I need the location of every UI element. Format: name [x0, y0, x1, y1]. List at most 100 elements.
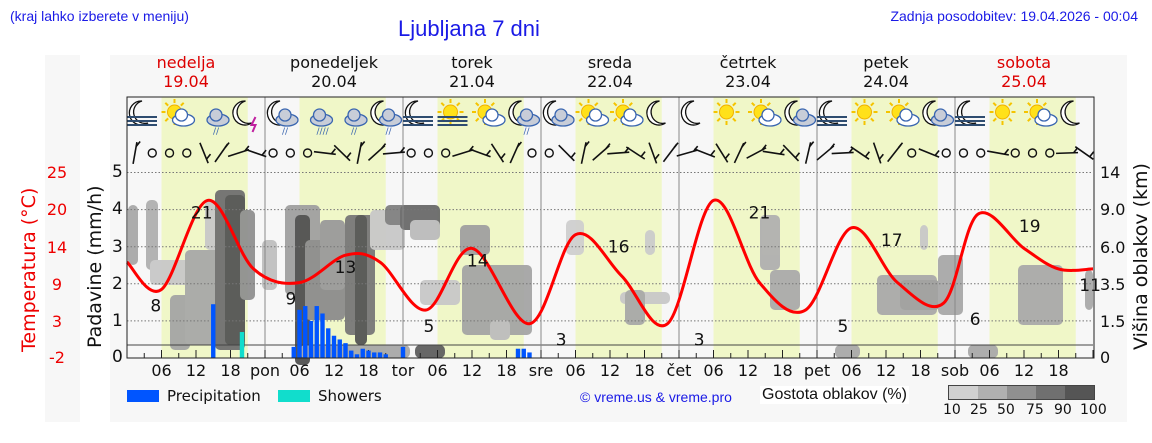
x-tick: pon	[249, 361, 281, 380]
x-tick: čet	[666, 361, 692, 380]
sun-icon	[851, 99, 878, 125]
moon-icon	[646, 100, 666, 126]
x-tick: 18	[910, 361, 931, 380]
cloud-icon	[792, 108, 817, 127]
day-name: torek	[451, 53, 493, 72]
temperature-label: 11	[1079, 276, 1101, 296]
x-tick: 18	[358, 361, 379, 380]
copyright-link[interactable]: © vreme.us & vreme.pro	[580, 389, 732, 405]
temperature-label: 5	[837, 317, 848, 337]
temperature-label: 14	[467, 251, 489, 271]
cloud-height-tick: 3.5	[1100, 275, 1126, 294]
x-tick: 06	[703, 361, 724, 380]
cloud-icon: //	[206, 108, 230, 137]
day-date: 20.04	[311, 72, 357, 91]
moon-icon	[680, 100, 701, 126]
temperature-label: 17	[881, 231, 903, 251]
moon-icon	[1060, 100, 1080, 126]
cloud-height-tick: 6.0	[1100, 238, 1126, 257]
cloud-icon: //	[275, 108, 299, 137]
lightning-icon	[249, 116, 258, 133]
x-tick: 18	[634, 361, 655, 380]
day-label-1: ponedeljek 20.04	[265, 53, 403, 91]
moon-icon	[404, 100, 425, 126]
precipitation-tick: 0	[112, 347, 123, 367]
temperature-label: 3	[556, 331, 567, 351]
x-tick: tor	[391, 361, 415, 380]
day-date: 24.04	[863, 72, 909, 91]
x-tick: 06	[151, 361, 172, 380]
day-name: ponedeljek	[290, 53, 378, 72]
fog-icon	[127, 116, 157, 126]
moon-icon	[128, 100, 149, 126]
density-tick: 25	[970, 402, 988, 418]
x-tick: 12	[599, 361, 621, 380]
temperature-axis-panel	[45, 55, 80, 422]
x-tick: 12	[185, 361, 207, 380]
moon-icon	[232, 100, 252, 126]
density-tick: 90	[1054, 402, 1072, 418]
svg-text:////: ////	[317, 127, 330, 137]
last-update: Zadnja posodobitev: 19.04.2026 - 00:04	[890, 8, 1138, 24]
day-date: 21.04	[449, 72, 495, 91]
day-name: četrtek	[719, 53, 777, 72]
day-date: 22.04	[587, 72, 633, 91]
cloud-icon	[758, 108, 782, 127]
cloud-icon: //	[516, 108, 541, 137]
svg-text://: //	[282, 127, 289, 137]
cloud-density-label: Gostota oblakov (%)	[760, 386, 909, 404]
day-label-4: četrtek 23.04	[679, 53, 817, 91]
density-tick: 75	[1026, 402, 1044, 418]
temperature-tick: 20	[46, 200, 68, 219]
cloud-icon: //	[344, 108, 368, 137]
temperature-label: 19	[1019, 217, 1041, 237]
temperature-label: 21	[749, 203, 771, 223]
temperature-tick: -2	[49, 348, 65, 367]
svg-text://: //	[213, 127, 220, 137]
x-tick: 12	[737, 361, 759, 380]
cloud-icon	[482, 108, 506, 127]
day-label-2: torek 21.04	[403, 53, 541, 91]
temperature-line	[125, 198, 1094, 328]
day-name: sobota	[996, 53, 1052, 72]
temperature-label: 13	[335, 258, 357, 278]
cloud-icon	[620, 108, 644, 127]
day-date: 23.04	[725, 72, 771, 91]
day-name: nedelja	[156, 53, 216, 72]
x-tick: 12	[875, 361, 897, 380]
day-label-6: sobota 25.04	[955, 53, 1093, 91]
legend-precipitation-label: Precipitation	[167, 387, 261, 405]
region-hint[interactable]: (kraj lahko izberete v meniju)	[10, 8, 189, 24]
cloud-icon	[930, 108, 955, 127]
x-tick: 18	[1048, 361, 1069, 380]
day-label-3: sreda 22.04	[541, 53, 679, 91]
x-tick: 18	[772, 361, 793, 380]
x-tick: 06	[427, 361, 448, 380]
day-date: 19.04	[163, 72, 209, 91]
temperature-label: 16	[608, 238, 630, 258]
temperature-label: 6	[970, 310, 981, 330]
x-tick: 06	[289, 361, 310, 380]
legend-showers-label: Showers	[318, 387, 382, 405]
x-tick: 18	[496, 361, 517, 380]
x-tick: 12	[461, 361, 483, 380]
temperature-label: 8	[150, 296, 161, 316]
x-tick: 06	[841, 361, 862, 380]
x-tick: 18	[220, 361, 241, 380]
cloud-density-scale	[948, 385, 1095, 400]
density-tick: 50	[997, 402, 1015, 418]
cloud-height-tick: 9.0	[1100, 200, 1126, 219]
sun-icon	[989, 99, 1016, 125]
temperature-label: 3	[694, 331, 705, 351]
temperature-tick: 25	[46, 163, 68, 182]
temperature-tick: 14	[46, 238, 68, 257]
fog-icon	[403, 116, 433, 126]
fog-icon	[437, 116, 468, 126]
x-tick: 12	[1013, 361, 1035, 380]
density-tick: 10	[943, 402, 961, 418]
x-tick: 06	[565, 361, 586, 380]
cloud-icon: //	[378, 108, 403, 137]
x-tick: sob	[940, 361, 970, 380]
day-name: petek	[863, 53, 909, 72]
